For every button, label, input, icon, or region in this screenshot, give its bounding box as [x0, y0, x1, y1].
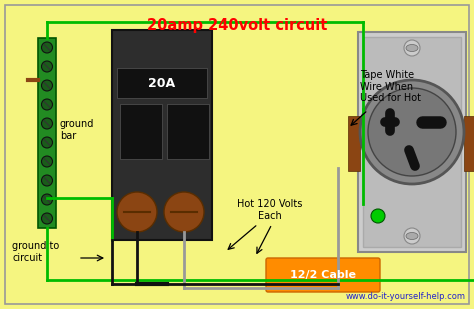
Circle shape	[42, 194, 53, 205]
Circle shape	[368, 88, 456, 176]
FancyBboxPatch shape	[266, 258, 380, 292]
Bar	[112, 30, 212, 240]
Ellipse shape	[406, 232, 418, 239]
Circle shape	[42, 42, 53, 53]
Ellipse shape	[406, 44, 418, 52]
Circle shape	[42, 213, 53, 224]
Circle shape	[42, 61, 53, 72]
Circle shape	[164, 192, 204, 232]
Bar	[358, 32, 466, 252]
Text: Tape White
Wire When
Used for Hot: Tape White Wire When Used for Hot	[360, 70, 421, 103]
Text: Hot 120 Volts
Each: Hot 120 Volts Each	[237, 199, 303, 221]
Text: ground
bar: ground bar	[60, 119, 94, 141]
Bar	[117, 68, 207, 98]
Text: 20A: 20A	[148, 77, 175, 90]
Text: 12/2 Cable: 12/2 Cable	[290, 270, 356, 280]
Text: ground to
circuit: ground to circuit	[12, 241, 59, 263]
Text: www.do-it-yourself-help.com: www.do-it-yourself-help.com	[346, 292, 466, 301]
Text: 20amp 240volt circuit: 20amp 240volt circuit	[147, 18, 327, 33]
Bar	[348, 116, 360, 171]
Circle shape	[404, 228, 420, 244]
Bar	[363, 37, 461, 247]
Circle shape	[360, 80, 464, 184]
Circle shape	[42, 137, 53, 148]
Circle shape	[371, 209, 385, 223]
Circle shape	[42, 175, 53, 186]
Circle shape	[42, 80, 53, 91]
Bar	[464, 116, 474, 171]
Circle shape	[42, 156, 53, 167]
Bar	[38, 38, 56, 228]
Circle shape	[42, 99, 53, 110]
Circle shape	[117, 192, 157, 232]
Bar	[167, 104, 209, 159]
Circle shape	[42, 118, 53, 129]
Bar	[120, 104, 162, 159]
Circle shape	[404, 40, 420, 56]
